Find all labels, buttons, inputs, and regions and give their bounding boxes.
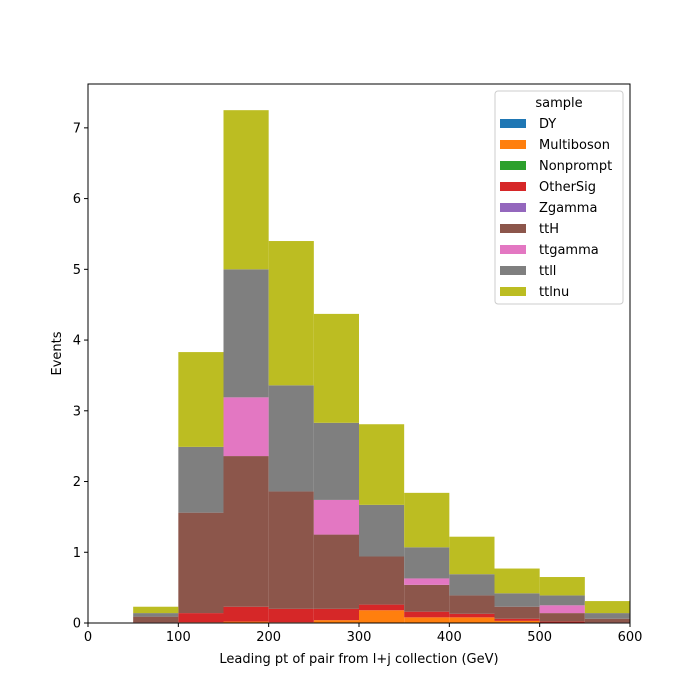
- legend-title: sample: [535, 96, 582, 111]
- y-axis: 0 1 2 3 4 5 6 7: [73, 121, 88, 632]
- legend-label-dy: DY: [539, 117, 556, 132]
- bar-ttlnu-bin-8: [449, 536, 495, 575]
- bar-ttlnu-bin-1: [133, 606, 179, 614]
- bar-ttlnu-bin-5: [313, 313, 359, 423]
- bar-ttll-bin-4: [268, 385, 314, 492]
- bar-ttlnu-bin-2: [178, 352, 224, 447]
- bar-tth-bin-4: [268, 491, 314, 609]
- legend-label-nonprompt: Nonprompt: [539, 159, 612, 174]
- bar-ttll-bin-9: [494, 593, 540, 607]
- bar-tth-bin-10: [539, 613, 585, 622]
- bar-ttll-bin-2: [178, 446, 224, 513]
- legend-label-ttgamma: ttgamma: [539, 243, 599, 258]
- legend-swatch-ttlnu: [500, 287, 526, 296]
- bar-othersig-bin-9: [494, 618, 540, 621]
- bar-othersig-bin-2: [178, 613, 224, 623]
- legend-swatch-multiboson: [500, 140, 526, 149]
- legend-label-othersig: OtherSig: [539, 180, 596, 195]
- x-tick-label: 0: [84, 630, 92, 645]
- bar-ttlnu-bin-3: [223, 110, 269, 270]
- bar-tth-bin-9: [494, 606, 540, 619]
- y-tick-label: 4: [73, 334, 81, 349]
- legend-label-zgamma: Zgamma: [539, 201, 597, 216]
- x-axis: 0 100 200 300 400 500 600: [84, 623, 643, 645]
- legend-swatch-zgamma: [500, 203, 526, 212]
- x-tick-label: 200: [256, 630, 281, 645]
- x-tick-label: 400: [437, 630, 462, 645]
- bar-multiboson-bin-7: [404, 617, 450, 623]
- y-tick-label: 0: [73, 617, 81, 632]
- bar-ttlnu-bin-6: [359, 424, 405, 505]
- bar-ttll-bin-11: [584, 613, 630, 619]
- bar-ttll-bin-10: [539, 595, 585, 606]
- bar-ttlnu-bin-4: [268, 241, 314, 386]
- bar-othersig-bin-10: [539, 621, 585, 623]
- y-tick-label: 7: [73, 121, 81, 136]
- bar-othersig-bin-4: [268, 608, 314, 623]
- y-tick-label: 1: [73, 546, 81, 561]
- legend-swatch-ttll: [500, 266, 526, 275]
- bar-othersig-bin-5: [313, 608, 359, 621]
- bar-tth-bin-7: [404, 584, 450, 612]
- bar-ttll-bin-8: [449, 574, 495, 596]
- x-tick-label: 300: [347, 630, 372, 645]
- bar-ttgamma-bin-5: [313, 499, 359, 535]
- bar-othersig-bin-3: [223, 606, 269, 622]
- y-tick-label: 2: [73, 475, 81, 490]
- x-axis-label: Leading pt of pair from l+j collection (…: [219, 652, 498, 667]
- bar-tth-bin-1: [133, 616, 179, 623]
- y-tick-label: 3: [73, 404, 81, 419]
- bar-tth-bin-11: [584, 618, 630, 623]
- bar-ttll-bin-7: [404, 547, 450, 579]
- legend: sample DY Multiboson Nonprompt OtherSig Zgam…: [494, 90, 624, 305]
- legend-label-multiboson: Multiboson: [539, 138, 610, 153]
- bar-ttlnu-bin-7: [404, 492, 450, 548]
- bar-othersig-bin-8: [449, 613, 495, 618]
- legend-swatch-tth: [500, 224, 526, 233]
- bar-ttlnu-bin-11: [584, 601, 630, 614]
- bar-multiboson-bin-6: [359, 610, 405, 623]
- bar-ttll-bin-6: [359, 504, 405, 557]
- bar-tth-bin-5: [313, 534, 359, 609]
- bar-othersig-bin-6: [359, 604, 405, 611]
- bar-tth-bin-3: [223, 456, 269, 607]
- legend-swatch-dy: [500, 119, 526, 128]
- x-tick-label: 600: [618, 630, 643, 645]
- bar-ttll-bin-1: [133, 613, 179, 617]
- bar-ttgamma-bin-7: [404, 578, 450, 585]
- legend-swatch-nonprompt: [500, 161, 526, 170]
- legend-swatch-othersig: [500, 182, 526, 191]
- bar-ttll-bin-3: [223, 269, 269, 398]
- bar-ttgamma-bin-10: [539, 605, 585, 614]
- bar-ttll-bin-5: [313, 422, 359, 500]
- legend-swatch-ttgamma: [500, 245, 526, 254]
- legend-label-tth: ttH: [539, 222, 559, 237]
- bar-multiboson-bin-3: [223, 621, 269, 623]
- bar-ttlnu-bin-9: [494, 568, 540, 594]
- x-tick-label: 100: [166, 630, 191, 645]
- y-tick-label: 6: [73, 192, 81, 207]
- bar-ttlnu-bin-10: [539, 577, 585, 596]
- bar-othersig-bin-7: [404, 611, 450, 618]
- bar-multiboson-bin-5: [313, 620, 359, 623]
- bars-layer: [133, 110, 630, 623]
- legend-label-ttll: ttll: [539, 264, 556, 279]
- bar-tth-bin-2: [178, 512, 224, 614]
- x-tick-label: 500: [527, 630, 552, 645]
- legend-label-ttlnu: ttlnu: [539, 285, 569, 300]
- y-axis-label: Events: [50, 331, 65, 375]
- bar-multiboson-bin-8: [449, 617, 495, 623]
- bar-tth-bin-6: [359, 556, 405, 605]
- bar-tth-bin-8: [449, 595, 495, 614]
- y-tick-label: 5: [73, 263, 81, 278]
- bar-ttgamma-bin-3: [223, 397, 269, 457]
- legend-frame: [494, 90, 624, 305]
- bar-multiboson-bin-9: [494, 620, 540, 623]
